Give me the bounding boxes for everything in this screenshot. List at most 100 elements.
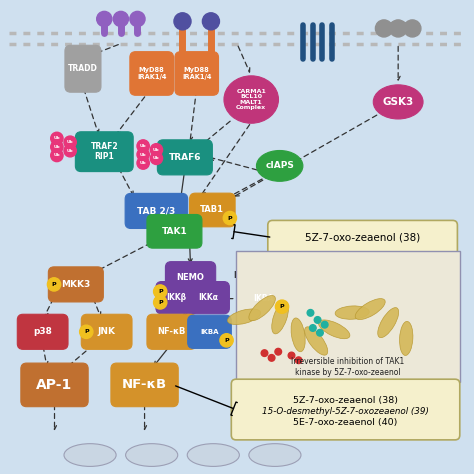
Text: IKKα: IKKα [199, 293, 219, 302]
Text: IKBA: IKBA [200, 329, 219, 335]
Ellipse shape [272, 301, 289, 334]
Ellipse shape [126, 444, 178, 466]
Circle shape [307, 310, 314, 316]
Circle shape [404, 20, 421, 37]
FancyBboxPatch shape [157, 140, 212, 175]
FancyBboxPatch shape [231, 379, 460, 440]
Text: p38: p38 [33, 328, 52, 336]
Ellipse shape [256, 151, 303, 181]
Circle shape [268, 355, 275, 361]
Circle shape [375, 20, 392, 37]
Text: P: P [158, 289, 163, 294]
FancyBboxPatch shape [65, 46, 101, 92]
Text: JNK: JNK [98, 328, 116, 336]
Ellipse shape [373, 85, 423, 119]
Text: IKKβ: IKKβ [167, 293, 187, 302]
Circle shape [51, 141, 63, 153]
Circle shape [202, 13, 219, 30]
Circle shape [51, 149, 63, 162]
Ellipse shape [249, 295, 275, 321]
Text: NEMO: NEMO [177, 273, 204, 282]
Text: 5Z-7-oxo-zeaenol (38): 5Z-7-oxo-zeaenol (38) [293, 396, 398, 404]
Text: 5Z-7-oxo-zeaenol (38): 5Z-7-oxo-zeaenol (38) [305, 232, 420, 243]
Text: Ub: Ub [54, 145, 60, 149]
FancyBboxPatch shape [125, 193, 188, 228]
Ellipse shape [378, 308, 399, 337]
Text: 15-​O-desmethyl-5Z-7-oxozeaenol (39): 15-​O-desmethyl-5Z-7-oxozeaenol (39) [262, 407, 429, 416]
Text: P: P [84, 329, 89, 334]
FancyBboxPatch shape [236, 251, 460, 382]
Text: AP-1: AP-1 [36, 378, 73, 392]
FancyBboxPatch shape [175, 52, 219, 95]
Ellipse shape [355, 299, 385, 319]
Text: TRAF2
RIP1: TRAF2 RIP1 [91, 142, 118, 161]
Text: NF-κB: NF-κB [157, 328, 186, 336]
Circle shape [47, 278, 61, 291]
FancyBboxPatch shape [17, 314, 68, 349]
Circle shape [220, 334, 233, 347]
Circle shape [150, 152, 163, 164]
Circle shape [51, 132, 63, 145]
Text: P: P [52, 282, 56, 287]
Text: MyD88
IRAK1/4: MyD88 IRAK1/4 [182, 67, 211, 80]
Text: Ub: Ub [153, 156, 160, 160]
Circle shape [64, 136, 76, 148]
Text: TAB1: TAB1 [201, 206, 224, 214]
Text: Ub: Ub [140, 144, 146, 148]
Ellipse shape [335, 306, 369, 319]
Text: P: P [280, 304, 284, 309]
FancyBboxPatch shape [147, 314, 196, 349]
Circle shape [174, 13, 191, 30]
Text: cIAPS: cIAPS [265, 162, 294, 170]
Circle shape [150, 144, 163, 156]
Text: NF-κB: NF-κB [122, 378, 167, 392]
Circle shape [310, 325, 316, 331]
Circle shape [317, 329, 323, 336]
Ellipse shape [400, 321, 413, 356]
FancyBboxPatch shape [82, 314, 132, 349]
Text: P: P [228, 216, 232, 220]
FancyBboxPatch shape [165, 262, 216, 293]
Circle shape [321, 321, 328, 328]
Circle shape [275, 300, 289, 313]
Circle shape [261, 350, 268, 356]
Text: Ub: Ub [54, 137, 60, 140]
FancyBboxPatch shape [188, 282, 229, 314]
Text: Irreversible inhibition of TAK1
kinase by 5Z-7-oxo-zeaenol: Irreversible inhibition of TAK1 kinase b… [292, 357, 404, 377]
Circle shape [154, 296, 167, 309]
Circle shape [275, 348, 282, 355]
FancyBboxPatch shape [156, 282, 198, 314]
Text: Ub: Ub [67, 140, 73, 144]
Circle shape [223, 211, 237, 225]
Text: TRADD: TRADD [68, 64, 98, 73]
FancyBboxPatch shape [190, 193, 235, 227]
Ellipse shape [305, 327, 328, 355]
Text: CARMA1
BCL10
MALT1
Complex: CARMA1 BCL10 MALT1 Complex [236, 89, 266, 110]
FancyBboxPatch shape [111, 363, 178, 407]
Circle shape [314, 317, 321, 323]
Circle shape [80, 325, 93, 338]
Ellipse shape [291, 318, 305, 352]
Text: GSK3: GSK3 [383, 97, 414, 107]
FancyBboxPatch shape [239, 283, 287, 315]
Ellipse shape [187, 444, 239, 466]
FancyBboxPatch shape [48, 267, 103, 302]
Text: 5E-7-oxo-zeaenol (40): 5E-7-oxo-zeaenol (40) [293, 419, 398, 427]
FancyBboxPatch shape [188, 315, 231, 348]
Circle shape [390, 20, 407, 37]
Circle shape [97, 11, 112, 27]
Ellipse shape [319, 320, 350, 339]
Text: Ub: Ub [140, 153, 146, 156]
Text: TRAF6: TRAF6 [169, 153, 201, 162]
Text: Ub: Ub [153, 148, 160, 152]
Circle shape [64, 145, 76, 157]
Text: P: P [158, 300, 163, 305]
Text: TAK1: TAK1 [162, 227, 187, 236]
Text: P: P [224, 338, 229, 343]
Text: TAB 2/3: TAB 2/3 [137, 207, 175, 215]
Ellipse shape [64, 444, 116, 466]
Text: Ub: Ub [54, 154, 60, 157]
Ellipse shape [224, 76, 279, 123]
Text: MKK3: MKK3 [61, 280, 91, 289]
Circle shape [295, 357, 302, 364]
